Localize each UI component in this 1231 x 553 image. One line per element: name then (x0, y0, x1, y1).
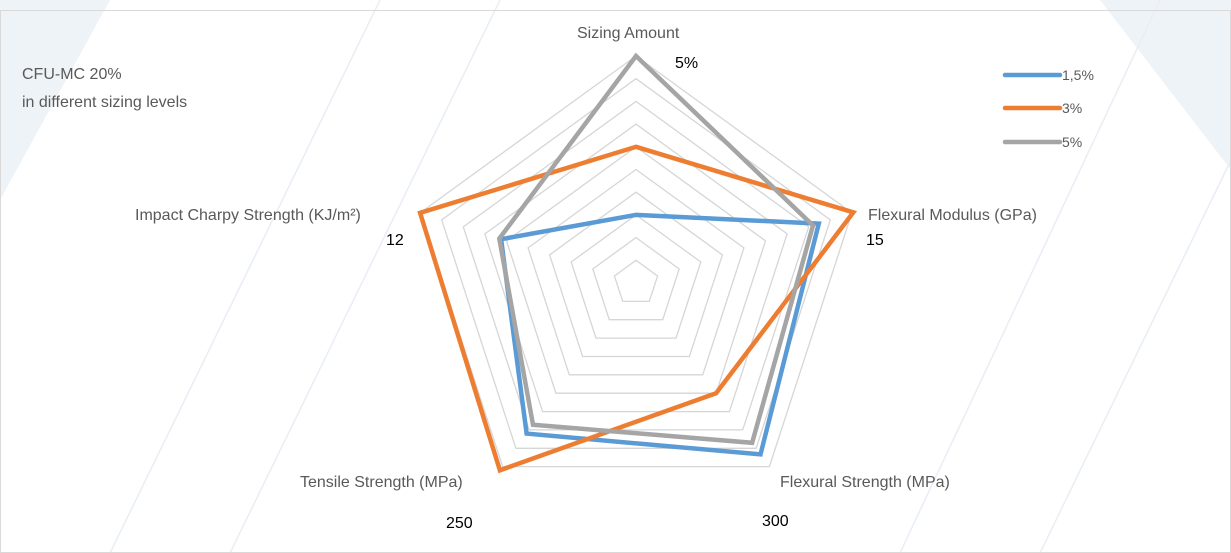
axis-label-sizing-amount: Sizing Amount (577, 25, 680, 42)
axis-label-tensile-strength: Tensile Strength (MPa) (300, 474, 463, 491)
grid-ring-4 (548, 191, 724, 358)
axis-label-flexural-modulus: Flexural Modulus (GPa) (868, 207, 1037, 224)
axis-max-flexural-modulus: 15 (866, 232, 884, 249)
chart-annotation-line-1: CFU-MC 20% (22, 66, 122, 83)
radar-grid (419, 55, 853, 468)
grid-ring-5 (527, 168, 745, 376)
grid-ring-2 (592, 236, 680, 321)
axis-label-flexural-strength: Flexural Strength (MPa) (780, 474, 950, 491)
grid-ring-6 (505, 145, 767, 394)
axis-max-impact-charpy-strength: 12 (386, 232, 404, 249)
axis-label-impact-charpy-strength: Impact Charpy Strength (KJ/m²) (135, 207, 361, 224)
radar-series (417, 52, 858, 474)
grid-ring-1 (613, 259, 659, 303)
axis-max-flexural-strength: 300 (762, 513, 789, 530)
grid-ring-3 (570, 214, 702, 339)
legend: 1,5% 3% 5% (1002, 67, 1094, 150)
chart-annotation-line-2: in different sizing levels (22, 94, 187, 111)
axis-max-tensile-strength: 250 (446, 515, 473, 532)
series-line-3 (496, 52, 816, 446)
legend-label-3: 3% (1062, 100, 1082, 116)
grid-ring-7 (484, 123, 788, 413)
grid-ring-10 (419, 55, 853, 468)
grid-ring-8 (462, 100, 810, 431)
legend-label-1-5: 1,5% (1062, 67, 1094, 83)
legend-label-5: 5% (1062, 134, 1082, 150)
chart-frame (0, 10, 1231, 553)
series-line-1 (498, 212, 822, 457)
axis-max-sizing-amount: 5% (675, 55, 698, 72)
